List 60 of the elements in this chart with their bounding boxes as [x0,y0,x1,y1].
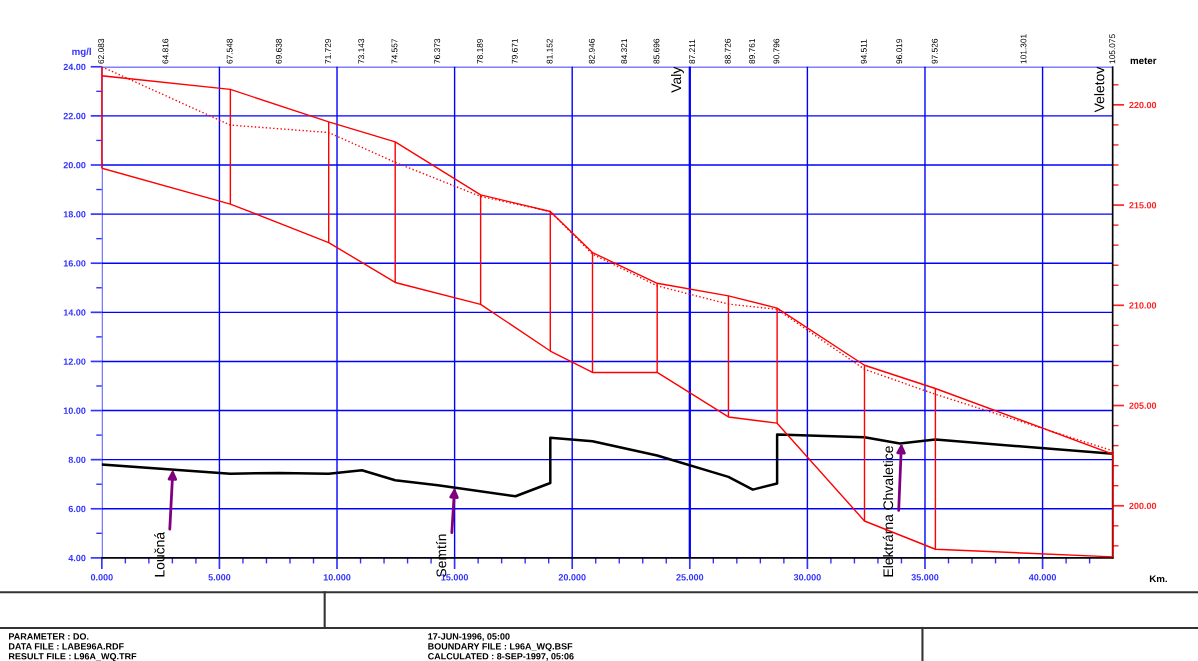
x2-tick-label: 62.083 [98,38,105,64]
x-tick-label: 25.000 [676,574,704,581]
text: CALCULATED : 8-SEP-1997, 05:06 [428,653,574,661]
y-tick-label: 24.00 [63,63,86,71]
x2-tick-label: 73.143 [358,38,365,64]
x2-tick-label: 74.557 [391,38,398,64]
y-tick-label: 6.00 [68,505,86,513]
y2-tick-label: 210.00 [1129,302,1157,309]
x2-tick-label: 76.373 [434,38,441,64]
y2-tick-label: 200.00 [1129,502,1157,510]
x2-tick-label: 69.638 [275,38,282,64]
x2-tick-label: 101.301 [1020,34,1027,64]
text: DATA FILE : LABE96A.RDF [8,643,124,650]
text: PARAMETER : DO. [8,633,89,640]
x-tick-label: 0.000 [90,574,113,581]
x2-tick-label: 97.526 [931,38,938,64]
text: 17-JUN-1996, 05:00 [428,633,510,641]
annotation: Loučná [154,531,165,577]
x-tick-label: 10.000 [323,574,351,581]
y-tick-label: 18.00 [63,211,86,218]
y-tick-label: 14.00 [63,309,86,316]
text: BOUNDARY FILE : L96A_WQ.BSF [428,643,573,652]
x2-tick-label: 105.075 [1109,34,1116,64]
x-tick-label: 30.000 [793,574,821,581]
x2-tick-label: 82.946 [588,38,595,64]
y-tick-label: 4.00 [68,554,86,562]
annotation: Elektrárna Chvaletice [882,446,894,577]
x2-tick-label: 84.321 [621,38,628,64]
x-tick-label: 35.000 [911,574,939,581]
x2-tick-label: 89.761 [749,38,756,64]
x2-tick-label: 90.796 [773,38,780,64]
x2-tick-label: 85.696 [653,38,660,64]
y-tick-label: 12.00 [63,358,86,365]
x2-tick-label: 96.019 [896,38,903,64]
x2-tick-label: 79.671 [511,38,518,64]
x2-tick-label: 64.816 [162,38,169,64]
y2-tick-label: 220.00 [1129,101,1157,109]
y2-tick-label: 205.00 [1129,402,1157,409]
x2-tick-label: 94.511 [860,39,867,64]
x2-tick-label: 81.152 [546,38,553,64]
x2-tick-label: 78.189 [476,38,483,64]
y-tick-label: 8.00 [68,456,86,464]
y-tick-label: 22.00 [63,112,86,120]
x2-tick-label: 67.548 [226,38,233,64]
y-tick-label: 10.00 [63,407,86,414]
x2-tick-label: 87.211 [689,39,696,64]
y2-axis-title: meter [1130,57,1157,65]
x-tick-label: 20.000 [558,574,586,581]
y-tick-label: 16.00 [63,260,86,267]
text: RESULT FILE : L96A_WQ.TRF [8,653,137,661]
x2-tick-label: 71.729 [325,38,331,64]
x-tick-label: 5.000 [208,574,231,581]
ref-line-label: Veletov [1094,66,1105,113]
y-tick-label: 20.00 [63,161,86,169]
ref-line-label: Valy [670,66,684,93]
y2-tick-label: 215.00 [1129,202,1157,209]
x2-tick-label: 88.726 [724,38,731,64]
x-axis-title: Km. [1149,575,1167,583]
x-tick-label: 40.000 [1028,574,1057,581]
y-axis-title: mg/l [72,47,91,57]
